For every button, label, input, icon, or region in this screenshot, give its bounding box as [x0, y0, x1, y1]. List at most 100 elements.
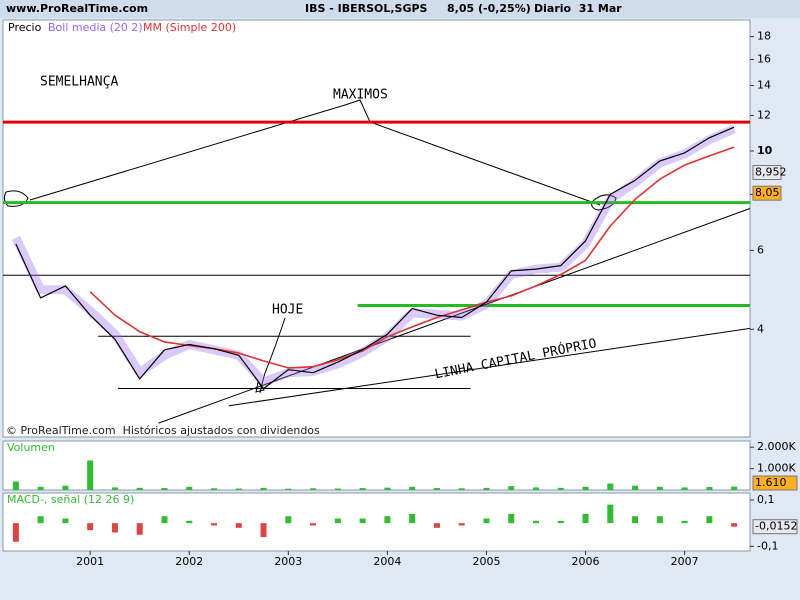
hand-circle	[591, 194, 617, 211]
bar	[731, 486, 738, 490]
y-tick-label: 0,1	[757, 493, 775, 506]
bar	[557, 520, 564, 524]
legend-label: MM (Simple 200)	[143, 21, 236, 34]
annotation: MAXIMOS	[333, 88, 388, 103]
y-tick-label: 10	[757, 144, 773, 157]
note: © ProRealTime.com Históricos ajustados c…	[6, 424, 320, 437]
legend-label: Precio	[8, 21, 42, 34]
volume-panel	[2, 440, 751, 491]
x-tick-label: 2007	[671, 555, 699, 568]
price-box	[752, 165, 782, 181]
symbol: IBS - IBERSOL,SGPS	[305, 2, 428, 15]
bar	[111, 487, 118, 490]
bar	[260, 487, 267, 490]
bar	[186, 520, 193, 524]
bar	[706, 516, 713, 524]
price-panel	[2, 19, 751, 438]
bar	[483, 518, 490, 524]
bar	[235, 488, 242, 490]
y-tick-label: 18	[757, 30, 771, 43]
bar	[458, 488, 465, 490]
y-tick-label: 4	[757, 322, 764, 335]
y-tick-label: 6	[757, 243, 764, 256]
bar	[12, 523, 19, 542]
bar	[62, 485, 69, 490]
quote: 8,05 (-0,25%)	[447, 2, 531, 15]
last-box-label: 1.610	[755, 476, 787, 489]
bar	[260, 523, 267, 538]
bar	[483, 487, 490, 490]
bar	[384, 516, 391, 524]
y-tick-label: 1.000K	[757, 462, 796, 475]
x-tick-label: 2003	[274, 555, 302, 568]
bar	[37, 516, 44, 524]
hand-line	[29, 99, 601, 206]
bar	[409, 486, 416, 490]
bar	[433, 488, 440, 490]
bar	[681, 487, 688, 490]
bar	[12, 481, 19, 490]
hand-drawing	[3, 99, 617, 394]
bar	[285, 488, 292, 490]
legend-label: Boll media (20 2)	[48, 21, 143, 34]
bar	[656, 516, 663, 524]
x-tick-label: 2005	[472, 555, 500, 568]
panel-title: MACD-, señal (12 26 9)	[7, 493, 134, 506]
bar	[409, 513, 416, 524]
bar	[607, 504, 614, 524]
bar	[211, 488, 218, 490]
bar	[458, 523, 465, 526]
price-box-label: 8,05	[755, 186, 780, 199]
header-bar	[0, 0, 800, 18]
bar	[235, 523, 242, 528]
hand-circle	[3, 190, 29, 207]
bar	[111, 523, 118, 533]
bar	[136, 487, 143, 490]
bar	[706, 487, 713, 490]
y-tick-label: -0,1	[757, 539, 778, 552]
site: www.ProRealTime.com	[6, 2, 148, 15]
bar	[533, 487, 540, 490]
bar	[656, 486, 663, 490]
bar	[582, 486, 589, 490]
annotation: SEMELHANÇA	[40, 75, 118, 90]
bar	[211, 523, 218, 526]
price-box-label: 8,952	[755, 166, 787, 179]
bar	[632, 516, 639, 524]
bar	[161, 488, 168, 490]
trend-line	[228, 327, 751, 407]
bar	[607, 483, 614, 490]
bar	[136, 523, 143, 535]
bar	[37, 486, 44, 490]
bar	[161, 516, 168, 524]
trend-line	[158, 208, 751, 424]
bar	[632, 485, 639, 490]
y-tick-label: 14	[757, 78, 771, 91]
last-box	[752, 519, 798, 535]
last-box-label: -0,0152	[755, 520, 797, 533]
series-line	[89, 146, 735, 369]
bar	[310, 488, 317, 490]
bar	[87, 523, 94, 531]
panel-title: Volumen	[7, 441, 55, 454]
bar	[681, 520, 688, 524]
macd-panel	[2, 492, 751, 552]
bar	[508, 486, 515, 490]
bar	[582, 513, 589, 524]
last-box	[752, 475, 798, 491]
x-tick-label: 2002	[175, 555, 203, 568]
series-line	[15, 126, 735, 390]
bar	[557, 487, 564, 490]
y-tick-label: 16	[757, 52, 771, 65]
bar	[334, 518, 341, 524]
bar	[87, 460, 94, 490]
bar	[359, 488, 366, 490]
bar	[508, 513, 515, 524]
annotation: HOJE	[272, 303, 303, 318]
period: Diario 31 Mar	[534, 2, 622, 15]
bar	[731, 523, 738, 527]
bar	[334, 488, 341, 490]
bar	[310, 523, 317, 526]
